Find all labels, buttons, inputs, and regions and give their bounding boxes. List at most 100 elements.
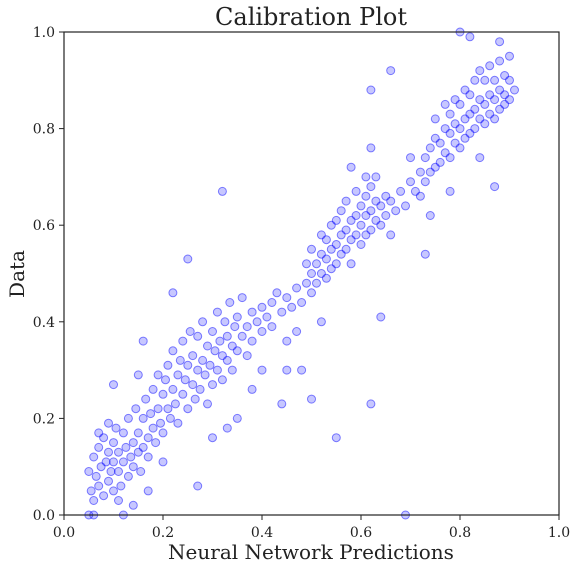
scatter-point-166 xyxy=(415,191,425,201)
scatter-point-193 xyxy=(465,90,475,100)
scatter-point-189 xyxy=(460,133,470,143)
scatter-point-212 xyxy=(500,90,510,100)
scatter-point-138 xyxy=(346,235,356,245)
scatter-point-178 xyxy=(440,99,450,109)
scatter-point-219 xyxy=(386,66,396,76)
scatter-point-229 xyxy=(307,394,316,404)
scatter-point-161 xyxy=(396,186,406,196)
scatter-point-248 xyxy=(104,418,113,428)
scatter-point-7 xyxy=(96,462,106,472)
scatter-point-127 xyxy=(326,220,336,230)
scatter-point-26 xyxy=(126,452,136,462)
scatter-point-203 xyxy=(485,90,495,100)
scatter-point-149 xyxy=(366,206,376,216)
scatter-point-97 xyxy=(247,336,257,346)
scatter-point-141 xyxy=(351,230,361,240)
scatter-point-37 xyxy=(143,452,153,462)
scatter-point-209 xyxy=(495,85,505,95)
scatter-point-226 xyxy=(495,37,505,47)
scatter-point-254 xyxy=(222,423,232,433)
scatter-point-119 xyxy=(316,249,326,259)
scatter-point-19 xyxy=(114,447,123,457)
scatter-point-109 xyxy=(287,302,297,312)
scatter-point-25 xyxy=(123,413,133,423)
scatter-point-262 xyxy=(510,85,519,95)
scatter-point-183 xyxy=(450,138,460,148)
scatter-point-0 xyxy=(84,467,94,476)
scatter-point-18 xyxy=(114,467,123,476)
scatter-point-53 xyxy=(170,399,180,409)
scatter-point-117 xyxy=(312,259,321,269)
scatter-point-250 xyxy=(114,496,123,505)
scatter-point-188 xyxy=(460,114,470,124)
scatter-point-169 xyxy=(425,143,435,153)
scatter-point-96 xyxy=(247,307,257,317)
scatter-point-85 xyxy=(222,331,232,341)
scatter-point-72 xyxy=(203,341,212,351)
scatter-point-192 xyxy=(465,128,475,138)
scatter-point-39 xyxy=(148,423,158,433)
scatter-point-46 xyxy=(158,428,168,438)
scatter-point-20 xyxy=(116,481,126,491)
scatter-point-8 xyxy=(99,491,109,501)
scatter-point-13 xyxy=(106,467,116,476)
x-tick-label-5: 1.0 xyxy=(548,525,570,541)
scatter-point-154 xyxy=(371,172,381,182)
scatter-point-223 xyxy=(361,172,371,182)
scatter-point-47 xyxy=(161,375,170,385)
scatter-point-30 xyxy=(133,447,143,457)
scatter-point-82 xyxy=(217,351,227,361)
scatter-point-136 xyxy=(341,196,351,206)
scatter-point-123 xyxy=(321,273,331,283)
scatter-point-120 xyxy=(316,269,326,278)
scatter-point-29 xyxy=(131,404,141,414)
scatter-point-220 xyxy=(217,186,227,196)
scatter-point-103 xyxy=(267,322,277,332)
scatter-point-107 xyxy=(282,365,292,375)
scatter-point-162 xyxy=(401,201,410,211)
scatter-point-134 xyxy=(341,225,351,235)
x-tick-label-4: 0.8 xyxy=(449,525,471,541)
scatter-point-153 xyxy=(371,215,381,225)
scatter-point-34 xyxy=(138,442,148,452)
scatter-point-179 xyxy=(445,128,455,138)
scatter-point-206 xyxy=(490,95,500,105)
scatter-point-22 xyxy=(118,457,128,467)
scatter-point-5 xyxy=(94,442,104,452)
y-axis-label: Data xyxy=(5,250,29,298)
scatter-point-104 xyxy=(272,288,282,298)
scatter-point-159 xyxy=(386,196,396,206)
scatter-point-211 xyxy=(495,56,505,66)
scatter-point-64 xyxy=(188,351,198,361)
scatter-point-255 xyxy=(257,365,267,375)
scatter-point-170 xyxy=(425,167,435,177)
scatter-point-232 xyxy=(193,481,203,491)
scatter-point-249 xyxy=(94,428,104,438)
scatter-point-202 xyxy=(480,75,490,85)
scatter-point-182 xyxy=(450,119,460,129)
scatter-point-168 xyxy=(420,177,430,187)
scatter-point-137 xyxy=(346,215,356,225)
scatter-point-132 xyxy=(336,249,346,259)
scatter-point-89 xyxy=(230,322,240,332)
x-tick-label-0: 0.0 xyxy=(53,525,75,541)
scatter-point-70 xyxy=(198,317,208,327)
scatter-point-99 xyxy=(257,302,267,312)
y-axis-ticks: 0.0 0.2 0.4 0.6 0.8 1.0 xyxy=(33,25,64,524)
scatter-points xyxy=(84,27,519,520)
scatter-point-27 xyxy=(128,438,138,448)
scatter-point-94 xyxy=(242,322,252,332)
scatter-point-185 xyxy=(455,124,465,134)
scatter-point-4 xyxy=(91,471,101,481)
scatter-point-57 xyxy=(178,389,188,399)
scatter-point-14 xyxy=(109,438,118,448)
scatter-point-171 xyxy=(430,133,440,143)
scatter-point-108 xyxy=(277,399,287,409)
y-tick-label-5: 1.0 xyxy=(33,25,55,41)
scatter-point-50 xyxy=(165,413,175,423)
scatter-point-67 xyxy=(193,331,203,341)
scatter-point-1 xyxy=(86,486,96,496)
scatter-point-74 xyxy=(205,360,215,370)
chart-title: Calibration Plot xyxy=(215,3,407,31)
